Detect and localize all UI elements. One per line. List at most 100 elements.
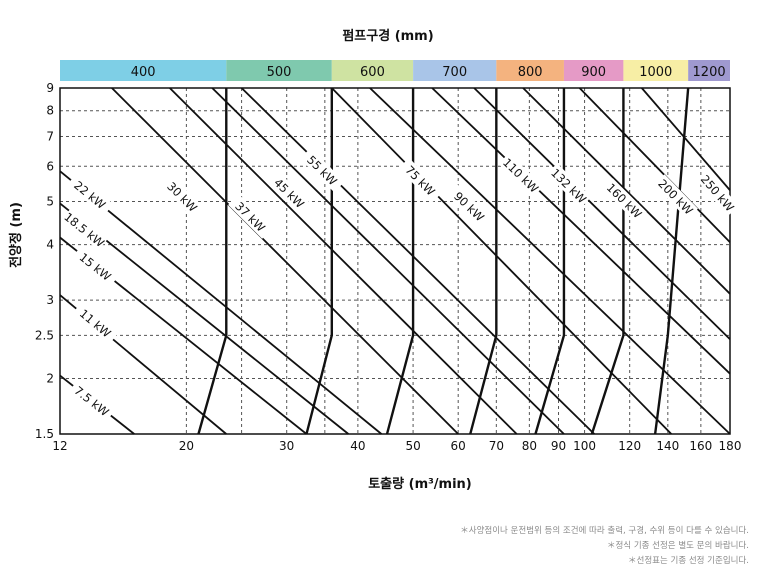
power-label-bg	[267, 170, 312, 216]
x-tick-label: 70	[489, 439, 504, 453]
power-label-bg	[446, 184, 492, 229]
power-label: 22 kW	[71, 178, 108, 212]
power-label: 45 kW	[271, 175, 307, 210]
bore-boundary	[197, 88, 228, 435]
x-tick-label: 90	[551, 439, 566, 453]
bore-band	[563, 60, 624, 81]
x-tick-label: 140	[656, 439, 679, 453]
bore-band	[496, 60, 564, 81]
y-tick-label: 6	[46, 159, 54, 173]
x-tick-label: 180	[719, 439, 742, 453]
power-label: 200 kW	[655, 176, 695, 217]
footnote: ＊정식 기종 선정은 별도 문의 바랍니다.	[606, 541, 749, 551]
bore-band-label: 500	[267, 65, 292, 80]
power-label-bg	[498, 153, 544, 198]
y-axis-title: 전양정 (m)	[8, 202, 24, 268]
power-label: 15 kW	[77, 250, 114, 284]
y-tick-label: 4	[46, 238, 54, 252]
power-label-bg	[72, 245, 119, 288]
bore-boundary	[469, 88, 498, 435]
power-label-bg	[66, 173, 114, 216]
x-tick-label: 40	[350, 439, 365, 453]
x-tick-label: 80	[522, 439, 537, 453]
bore-boundaries	[197, 87, 690, 435]
pump-bore-bands: 400 500 600 700 800 900 1000 1200	[60, 60, 730, 81]
x-tick-label: 100	[573, 439, 596, 453]
bore-boundary	[305, 88, 334, 435]
x-tick-label: 120	[618, 439, 641, 453]
y-tick-label: 5	[46, 195, 54, 209]
series-line	[111, 87, 459, 435]
power-label: 11 kW	[77, 306, 114, 340]
bore-boundary	[590, 88, 625, 435]
footnotes: ＊사양점이나 운전범위 등의 조건에 따라 출력, 구경, 수위 등이 다를 수…	[460, 524, 749, 569]
power-label-bg	[398, 157, 443, 203]
series-line	[331, 87, 672, 435]
series-line	[240, 87, 595, 435]
power-label-bg	[546, 163, 592, 208]
series-line	[59, 170, 383, 435]
bore-band-label: 1200	[693, 65, 726, 80]
chart-title: 펌프구경 (mm)	[342, 28, 433, 44]
bore-band-label: 400	[131, 65, 156, 80]
x-tick-label: 160	[689, 439, 712, 453]
bore-band-label: 700	[442, 65, 467, 80]
series-line	[473, 87, 731, 340]
series-line	[641, 87, 731, 191]
y-tick-label: 9	[46, 81, 54, 95]
power-label: 37 kW	[232, 199, 268, 235]
x-tick-label: 20	[179, 439, 194, 453]
power-label-bg	[228, 194, 273, 239]
series-line	[211, 87, 565, 435]
power-lines	[59, 87, 731, 435]
bore-band-label: 600	[360, 65, 385, 80]
series-line	[431, 87, 731, 375]
y-tick-label: 2.5	[35, 328, 54, 342]
axis-ticks: 12 20 30 40 50 60 70 80 90 100 120 140 160 180 1.5 2 2.5…	[35, 81, 742, 453]
footnote: ＊사양점이나 운전범위 등의 조건에 따라 출력, 구경, 수위 등이 다를 수…	[460, 526, 749, 536]
power-label: 30 kW	[164, 179, 200, 215]
power-label-bg	[299, 147, 345, 193]
power-label-bg	[602, 178, 647, 223]
bore-band	[331, 60, 414, 81]
power-label: 110 kW	[500, 155, 541, 195]
power-label: 75 kW	[402, 163, 437, 199]
bore-band	[623, 60, 689, 81]
x-tick-label: 60	[451, 439, 466, 453]
pump-selection-chart: 펌프구경 (mm) 400 500 600 700 800 900 1000 1200 7.5…	[8, 28, 742, 492]
power-label-bg	[653, 174, 698, 220]
bore-boundary	[385, 88, 415, 435]
power-label-bg	[72, 301, 119, 345]
bore-band	[688, 60, 730, 81]
x-tick-label: 50	[405, 439, 420, 453]
power-label-bg	[696, 169, 740, 217]
y-tick-label: 7	[46, 130, 54, 144]
power-label-bg	[160, 174, 205, 219]
power-label: 7.5 kW	[72, 383, 112, 419]
series-line	[369, 87, 731, 435]
y-tick-label: 3	[46, 293, 54, 307]
x-axis-title: 토출량 (m³/min)	[368, 476, 472, 492]
footnote: ＊선정표는 기종 선정 기준입니다.	[628, 556, 749, 566]
series-line	[169, 87, 518, 435]
power-label: 132 kW	[548, 166, 589, 207]
x-tick-label: 30	[279, 439, 294, 453]
y-tick-label: 8	[46, 104, 54, 118]
power-label-bg	[61, 208, 108, 251]
series-line	[59, 202, 349, 435]
bore-band-label: 800	[518, 65, 543, 80]
series-line	[522, 87, 731, 295]
bore-band-label: 1000	[639, 65, 672, 80]
bore-band	[60, 60, 227, 81]
bore-band	[413, 60, 497, 81]
y-tick-label: 2	[46, 371, 54, 385]
bore-boundary	[653, 87, 690, 435]
plot-frame	[59, 87, 731, 435]
bore-band	[226, 60, 332, 81]
x-tick-label: 12	[52, 439, 67, 453]
power-label: 250 kW	[698, 172, 737, 214]
power-label-bg	[68, 380, 116, 422]
y-tick-label: 1.5	[35, 427, 54, 441]
series-line	[578, 87, 731, 243]
bore-band-label: 900	[581, 65, 606, 80]
